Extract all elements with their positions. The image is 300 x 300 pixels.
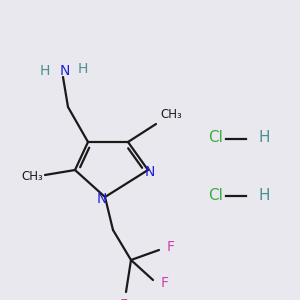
- Text: Cl: Cl: [208, 188, 223, 202]
- Text: N: N: [145, 165, 155, 179]
- Text: H: H: [78, 62, 88, 76]
- Text: CH₃: CH₃: [21, 170, 43, 184]
- Text: N: N: [97, 192, 107, 206]
- Text: F: F: [167, 240, 175, 254]
- Text: H: H: [40, 64, 50, 78]
- Text: H: H: [258, 188, 269, 202]
- Text: F: F: [161, 276, 169, 290]
- Text: H: H: [258, 130, 269, 146]
- Text: Cl: Cl: [208, 130, 223, 146]
- Text: CH₃: CH₃: [160, 109, 182, 122]
- Text: F: F: [120, 298, 128, 300]
- Text: N: N: [60, 64, 70, 78]
